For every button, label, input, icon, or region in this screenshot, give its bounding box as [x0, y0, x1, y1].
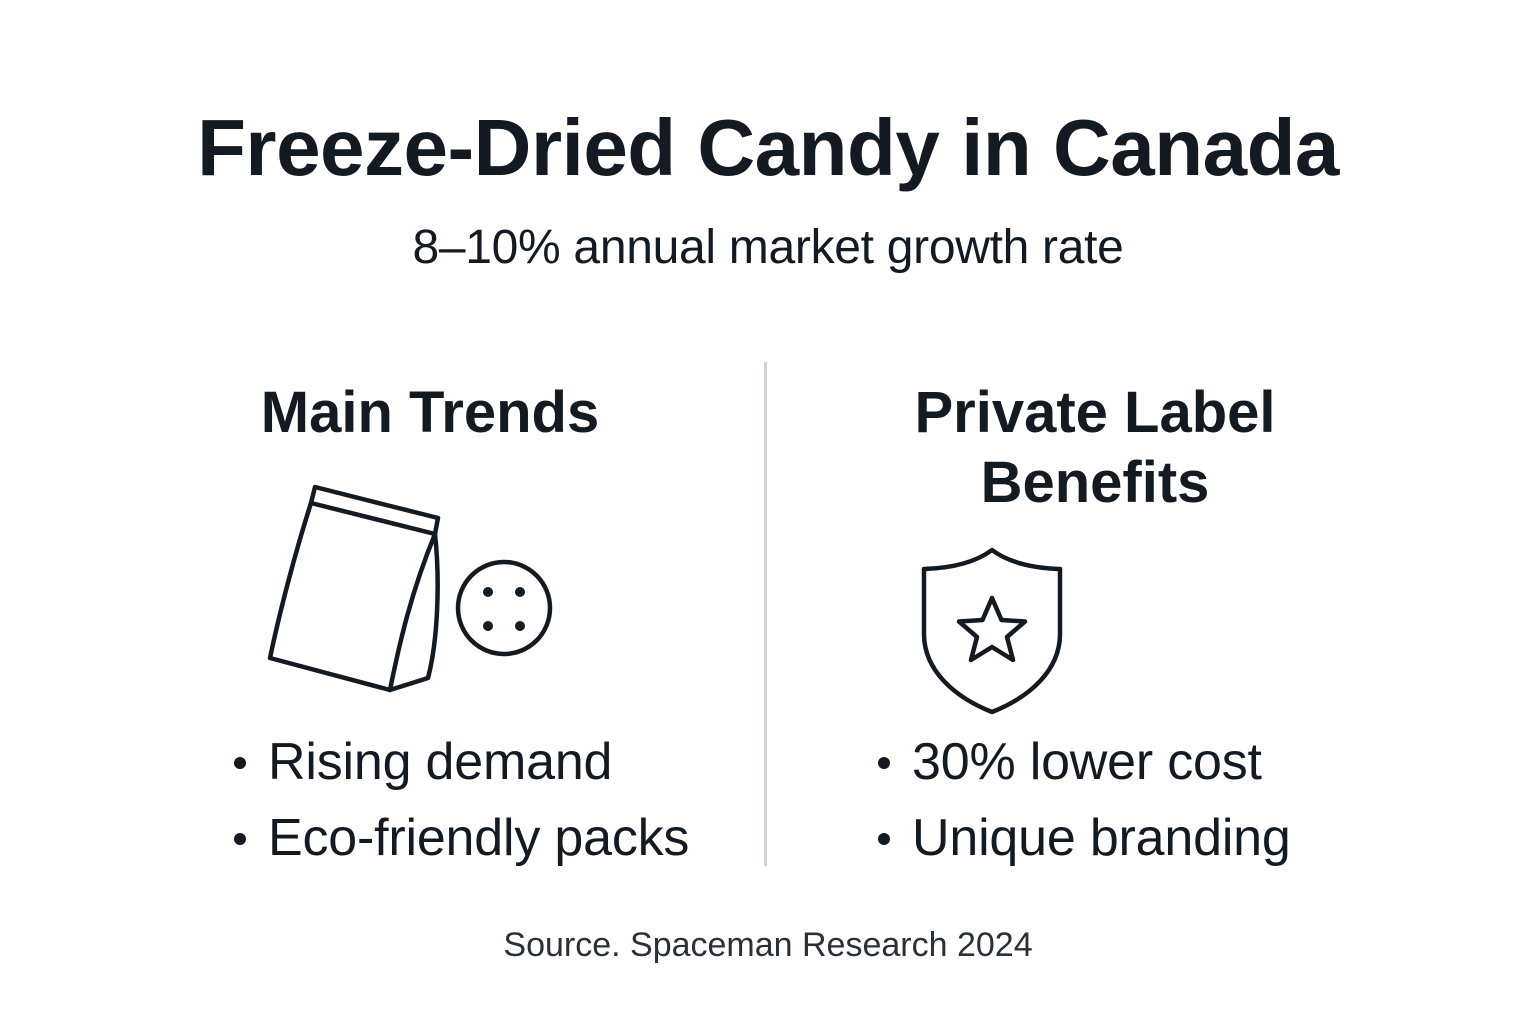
bullet-dot — [878, 833, 890, 845]
shield-star-icon — [921, 547, 1063, 715]
page-title: Freeze-Dried Candy in Canada — [197, 103, 1339, 192]
candy-icon — [455, 559, 553, 657]
trend-item-label: Eco-friendly packs — [268, 809, 690, 867]
list-item: Eco-friendly packs — [230, 800, 689, 876]
source-citation: Source. Spaceman Research 2024 — [503, 926, 1033, 964]
trend-item-label: Rising demand — [268, 733, 613, 791]
benefits-heading: Private Label Benefits — [840, 378, 1350, 518]
column-divider — [764, 362, 767, 866]
list-item: 30% lower cost — [874, 724, 1291, 800]
trends-list: Rising demand Eco-friendly packs — [230, 724, 689, 876]
bullet-dot — [878, 757, 890, 769]
benefits-list: 30% lower cost Unique branding — [874, 724, 1291, 876]
list-item: Rising demand — [230, 724, 689, 800]
bullet-dot — [234, 833, 246, 845]
benefits-heading-line2: Benefits — [980, 450, 1210, 515]
trends-heading: Main Trends — [260, 380, 600, 445]
benefit-item-label: 30% lower cost — [912, 733, 1262, 791]
bullet-dot — [234, 757, 246, 769]
candy-bag-icon — [267, 484, 441, 693]
benefit-item-label: Unique branding — [912, 809, 1291, 867]
list-item: Unique branding — [874, 800, 1291, 876]
page-subtitle: 8–10% annual market growth rate — [412, 221, 1124, 274]
benefits-heading-line1: Private Label — [914, 380, 1276, 445]
